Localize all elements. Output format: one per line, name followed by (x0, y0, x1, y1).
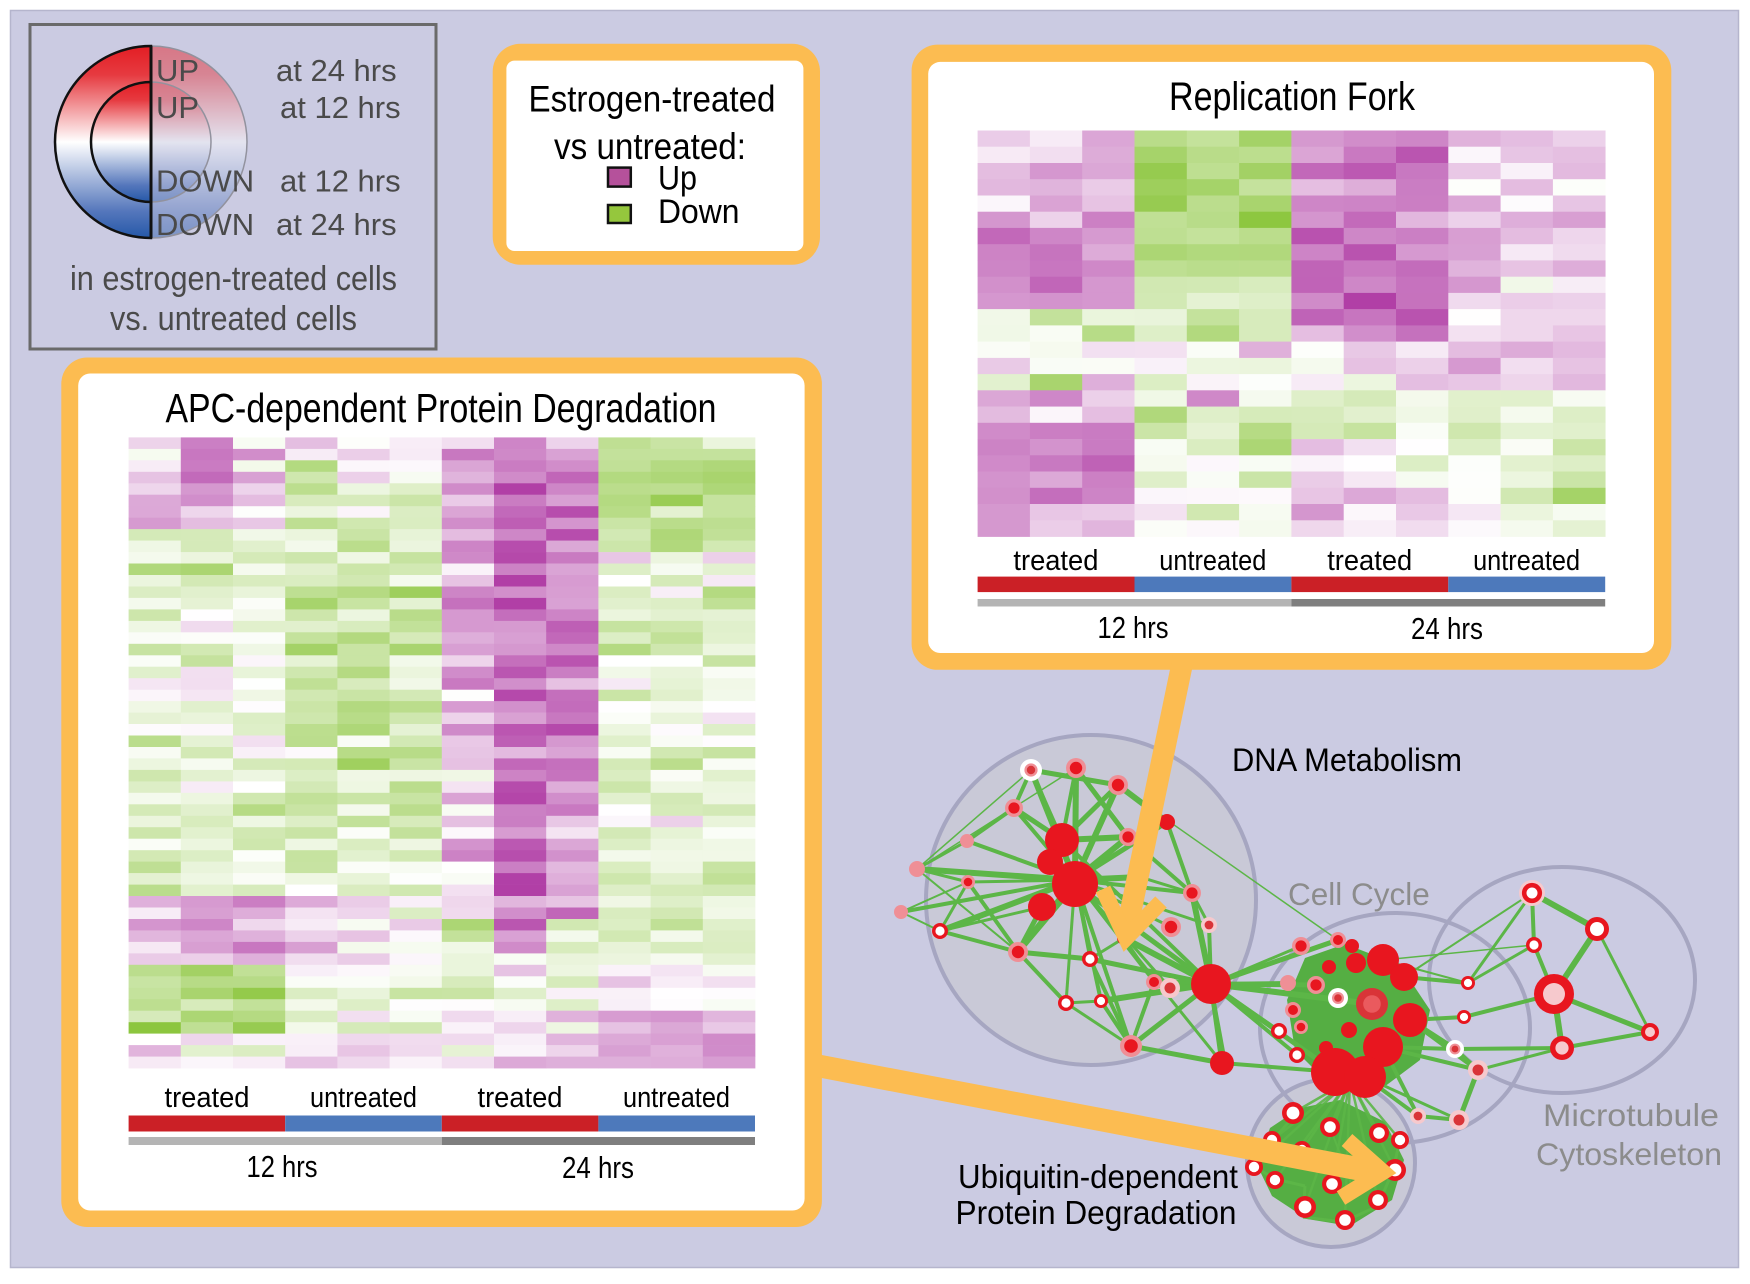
svg-text:at 12 hrs: at 12 hrs (280, 90, 401, 125)
svg-text:at 12 hrs: at 12 hrs (280, 164, 401, 199)
svg-text:APC-dependent Protein Degradat: APC-dependent Protein Degradation (166, 385, 717, 431)
svg-text:Cell Cycle: Cell Cycle (1288, 876, 1430, 912)
svg-text:Cytoskeleton: Cytoskeleton (1536, 1136, 1722, 1172)
svg-text:Protein Degradation: Protein Degradation (956, 1194, 1237, 1231)
svg-text:Microtubule: Microtubule (1543, 1097, 1719, 1133)
svg-text:Down: Down (658, 193, 740, 231)
svg-text:DOWN: DOWN (156, 207, 254, 242)
svg-text:12 hrs: 12 hrs (247, 1149, 318, 1184)
svg-text:24 hrs: 24 hrs (1411, 611, 1483, 646)
svg-text:treated: treated (1327, 545, 1412, 577)
svg-text:untreated: untreated (1473, 545, 1580, 577)
svg-text:Estrogen-treated: Estrogen-treated (529, 78, 776, 120)
svg-text:UP: UP (156, 53, 199, 88)
svg-text:UP: UP (156, 90, 199, 125)
svg-text:untreated: untreated (310, 1082, 417, 1114)
svg-text:Ubiquitin-dependent: Ubiquitin-dependent (958, 1158, 1238, 1195)
svg-text:vs. untreated cells: vs. untreated cells (110, 300, 357, 338)
svg-text:untreated: untreated (623, 1082, 730, 1114)
svg-text:DNA Metabolism: DNA Metabolism (1232, 742, 1462, 778)
svg-text:Replication Fork: Replication Fork (1169, 75, 1416, 119)
svg-text:DOWN: DOWN (156, 164, 254, 199)
svg-text:treated: treated (1013, 545, 1098, 577)
svg-text:in estrogen-treated cells: in estrogen-treated cells (70, 260, 397, 298)
svg-text:Up: Up (658, 160, 697, 198)
svg-text:vs untreated:: vs untreated: (554, 125, 746, 167)
svg-text:at 24 hrs: at 24 hrs (276, 207, 397, 242)
svg-text:untreated: untreated (1159, 545, 1266, 577)
svg-text:treated: treated (165, 1082, 250, 1114)
svg-text:24 hrs: 24 hrs (562, 1150, 634, 1185)
svg-text:at 24 hrs: at 24 hrs (276, 53, 397, 88)
svg-text:12 hrs: 12 hrs (1098, 610, 1169, 645)
svg-text:treated: treated (478, 1082, 563, 1114)
